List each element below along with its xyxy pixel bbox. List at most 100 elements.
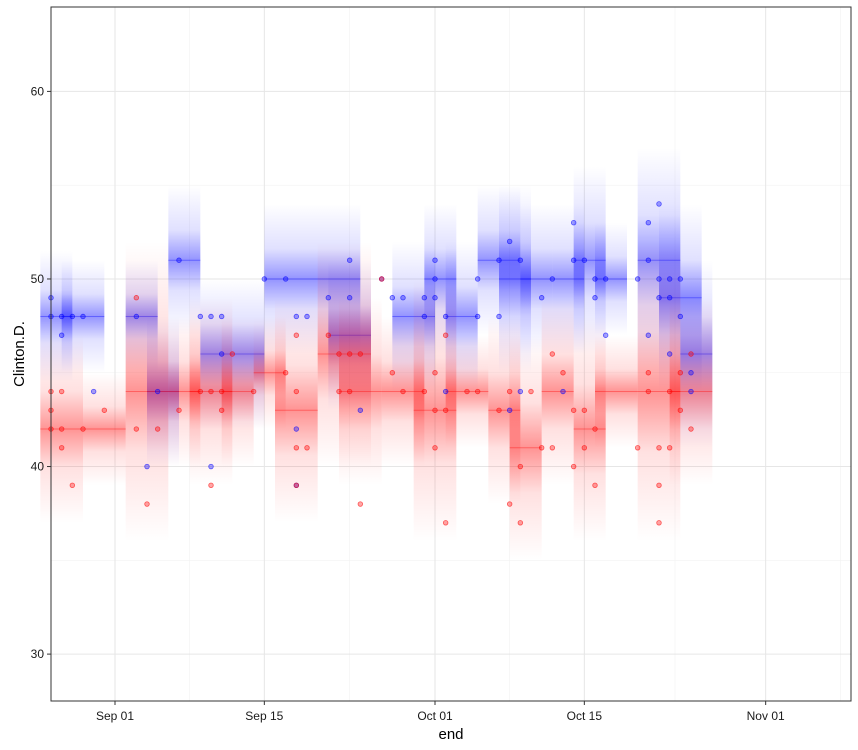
data-points xyxy=(48,201,694,526)
data-point xyxy=(304,445,310,451)
data-point xyxy=(645,257,652,263)
data-point xyxy=(549,445,556,451)
uncertainty-band xyxy=(595,335,638,448)
data-point xyxy=(421,295,428,301)
x-tick-label: Sep 01 xyxy=(96,709,134,723)
data-point xyxy=(442,407,449,413)
data-point xyxy=(538,295,545,301)
data-point xyxy=(218,388,225,395)
y-tick-label: 60 xyxy=(31,84,45,98)
data-point xyxy=(58,388,65,395)
data-point xyxy=(688,388,694,395)
data-point xyxy=(58,445,65,451)
data-point xyxy=(144,501,150,507)
data-point xyxy=(496,407,502,413)
data-point xyxy=(357,501,364,507)
data-point xyxy=(133,313,140,320)
data-point xyxy=(634,445,641,451)
data-point xyxy=(346,257,353,263)
data-point xyxy=(58,313,65,320)
y-tick-label: 50 xyxy=(31,272,45,286)
data-point xyxy=(592,426,598,432)
data-point xyxy=(432,257,438,263)
data-point xyxy=(592,482,598,488)
data-point xyxy=(261,276,268,282)
data-point xyxy=(506,501,513,507)
uncertainty-band xyxy=(339,297,382,486)
data-point xyxy=(506,407,513,413)
data-point xyxy=(570,257,577,263)
data-point xyxy=(602,332,609,338)
data-point xyxy=(336,388,342,395)
data-point xyxy=(69,313,76,320)
data-point xyxy=(421,313,428,320)
uncertainty-bands xyxy=(40,147,713,561)
data-point xyxy=(154,388,161,395)
data-point xyxy=(677,276,684,282)
data-point xyxy=(421,388,428,395)
data-point xyxy=(656,482,662,488)
data-point xyxy=(293,426,300,432)
data-point xyxy=(581,445,588,451)
data-point xyxy=(346,388,353,395)
data-point xyxy=(517,388,524,395)
data-point xyxy=(293,445,300,451)
data-point xyxy=(378,276,385,282)
data-point xyxy=(666,445,673,451)
data-point xyxy=(645,388,652,395)
data-point xyxy=(656,295,662,301)
data-point xyxy=(560,370,566,376)
y-tick-label: 40 xyxy=(31,460,45,474)
data-point xyxy=(506,238,513,245)
data-point xyxy=(666,295,673,301)
data-point xyxy=(80,426,86,432)
data-point xyxy=(656,520,662,526)
data-point xyxy=(506,388,513,395)
data-point xyxy=(442,520,449,526)
data-point xyxy=(133,295,140,301)
data-point xyxy=(154,426,161,432)
data-point xyxy=(656,201,662,207)
data-point xyxy=(592,295,598,301)
data-point xyxy=(645,370,652,376)
data-point xyxy=(645,220,652,226)
data-point xyxy=(389,370,396,376)
uncertainty-band xyxy=(275,297,318,523)
data-point xyxy=(90,388,97,395)
data-point xyxy=(442,388,449,395)
data-point xyxy=(666,276,673,282)
data-point xyxy=(432,295,438,301)
data-point xyxy=(133,426,140,432)
data-point xyxy=(602,276,609,282)
data-point xyxy=(570,220,577,226)
data-point xyxy=(304,313,310,320)
data-point xyxy=(496,313,502,320)
data-point xyxy=(666,388,673,395)
x-tick-label: Oct 01 xyxy=(417,709,453,723)
data-point xyxy=(80,313,86,320)
data-point xyxy=(656,276,662,282)
data-point xyxy=(442,332,449,338)
x-tick-label: Oct 15 xyxy=(567,709,603,723)
data-point xyxy=(389,295,396,301)
data-point xyxy=(645,332,652,338)
y-tick-label: 30 xyxy=(31,647,45,661)
data-point xyxy=(218,351,225,357)
data-point xyxy=(677,407,684,413)
data-point xyxy=(208,388,214,395)
y-axis-ticks: 30 40 50 60 xyxy=(31,84,51,661)
data-point xyxy=(325,332,332,338)
data-point xyxy=(656,445,662,451)
data-point xyxy=(176,407,182,413)
data-point xyxy=(677,313,684,320)
data-point xyxy=(282,276,289,282)
data-point xyxy=(58,426,65,432)
x-tick-label: Sep 15 xyxy=(245,709,283,723)
y-axis-label: Clinton.D. xyxy=(11,321,28,387)
data-point xyxy=(58,332,65,338)
x-axis-ticks: Sep 01 Sep 15 Oct 01 Oct 15 Nov 01 xyxy=(96,701,785,723)
uncertainty-band xyxy=(445,335,489,448)
data-point xyxy=(293,482,300,488)
data-point xyxy=(432,407,438,413)
